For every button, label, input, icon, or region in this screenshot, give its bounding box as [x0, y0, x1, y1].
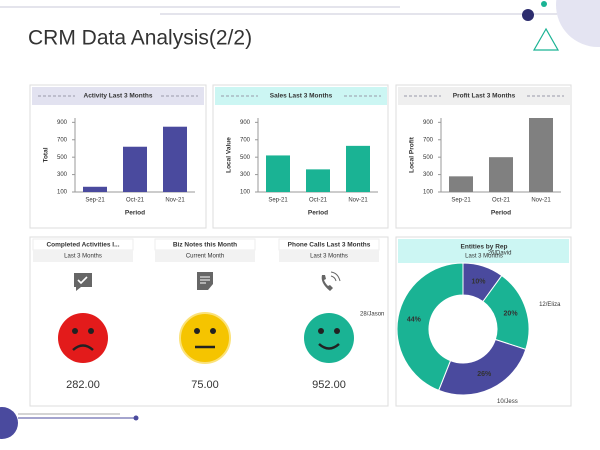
y-tick-label: 100 [57, 190, 68, 196]
x-tick-label: Oct-21 [492, 198, 511, 204]
x-tick-label: Oct-21 [309, 198, 328, 204]
panel-subtitle: Last 3 Months [465, 254, 503, 260]
bar [529, 118, 553, 192]
kpi-subtitle: Current Month [186, 254, 224, 260]
bar [83, 186, 107, 192]
kpi-subtitle: Last 3 Months [64, 254, 102, 260]
panel-header [215, 87, 387, 105]
x-tick-label: Sep-21 [268, 198, 288, 204]
y-tick-label: 900 [423, 120, 434, 126]
y-tick-label: 500 [423, 155, 434, 161]
y-tick-label: 900 [57, 120, 68, 126]
panel-header [32, 87, 204, 105]
sad-face [58, 313, 108, 363]
slice-label: 44% [407, 316, 422, 323]
decor-circle [0, 407, 18, 439]
decor-dot [133, 415, 139, 421]
y-tick-label: 900 [240, 120, 251, 126]
x-tick-label: Nov-21 [348, 198, 368, 204]
y-tick-label: 300 [423, 172, 434, 178]
icon-note [197, 272, 213, 290]
kpi-value: 282.00 [66, 379, 100, 391]
bar [123, 146, 147, 192]
bar [346, 145, 370, 192]
y-tick-label: 700 [240, 137, 251, 143]
kpi-title: Biz Notes this Month [173, 242, 237, 249]
slice-category: 12/Eliza [539, 302, 561, 308]
slice-category: 26/David [488, 250, 512, 256]
donut-slice [396, 262, 464, 392]
x-tick-label: Sep-21 [451, 198, 471, 204]
panel-title: Profit Last 3 Months [453, 93, 516, 100]
slice-label: 10% [471, 278, 486, 285]
panel-title: Activity Last 3 Months [84, 93, 153, 100]
happy-face [304, 313, 354, 363]
y-axis-label: Local Profit [409, 136, 416, 173]
bar [306, 169, 330, 192]
kpi-value: 75.00 [191, 379, 219, 391]
y-tick-label: 100 [240, 190, 251, 196]
neutral-face [179, 312, 231, 364]
decor-triangle [532, 27, 560, 51]
x-axis-label: Period [491, 210, 511, 217]
kpi-subheader [279, 250, 379, 262]
kpi-value: 952.00 [312, 379, 346, 391]
page-title: CRM Data Analysis(2/2) [28, 27, 252, 50]
icon-check [74, 273, 92, 291]
decor-dot [522, 9, 534, 21]
decor-circle [556, 0, 600, 47]
kpi-title: Completed Activities I... [46, 242, 119, 249]
kpi-subheader [155, 250, 255, 262]
y-tick-label: 500 [240, 155, 251, 161]
bar [163, 126, 187, 192]
kpi-subheader [33, 250, 133, 262]
panel-header [398, 239, 569, 263]
bar [266, 155, 290, 192]
x-tick-label: Nov-21 [531, 198, 551, 204]
y-axis-label: Local Value [226, 137, 233, 173]
x-tick-label: Sep-21 [85, 198, 105, 204]
slice-category: 28/Jason [360, 312, 384, 318]
y-tick-label: 300 [57, 172, 68, 178]
y-tick-label: 500 [57, 155, 68, 161]
slice-label: 26% [477, 371, 492, 378]
kpi-subtitle: Last 3 Months [310, 254, 348, 260]
y-tick-label: 700 [423, 137, 434, 143]
x-axis-label: Period [308, 210, 328, 217]
x-tick-label: Nov-21 [165, 198, 185, 204]
bar [489, 157, 513, 192]
slice-category: 10/Jess [497, 399, 518, 405]
icon-phone [321, 271, 341, 291]
panel-title: Entities by Rep [461, 244, 508, 251]
kpi-title: Phone Calls Last 3 Months [288, 242, 371, 249]
panel-title: Sales Last 3 Months [270, 93, 333, 100]
y-tick-label: 100 [423, 190, 434, 196]
y-tick-label: 300 [240, 172, 251, 178]
decor-dot [541, 1, 547, 7]
x-axis-label: Period [125, 210, 145, 217]
y-axis-label: Total [43, 147, 50, 162]
panel-header [398, 87, 570, 105]
slice-label: 20% [504, 310, 519, 317]
bar [449, 176, 473, 192]
y-tick-label: 700 [57, 137, 68, 143]
x-tick-label: Oct-21 [126, 198, 145, 204]
